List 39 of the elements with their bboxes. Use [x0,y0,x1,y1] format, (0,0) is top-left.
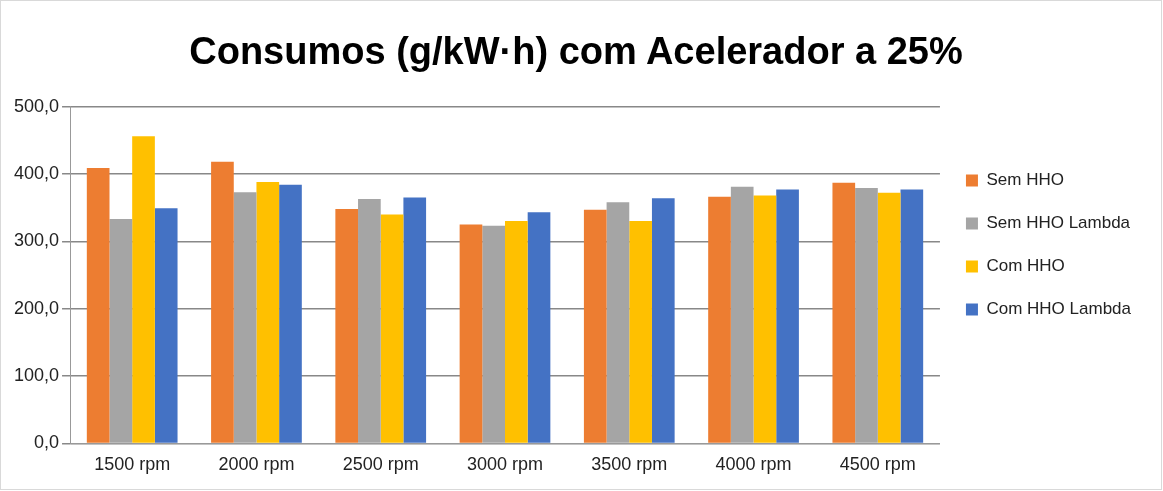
chart-title: Consumos (g/kW·h) com Acelerador a 25% [189,30,963,73]
x-tick-label: 1500 rpm [94,454,171,475]
bar [459,224,483,443]
legend-label: Com HHO Lambda [986,299,1132,319]
bar [403,197,427,443]
x-tick-label: 3000 rpm [466,454,544,475]
y-tick-label: 0,0 [34,432,60,453]
y-tick-label: 500,0 [14,95,60,116]
bar [154,208,178,443]
bar [629,221,652,443]
bar [505,221,528,443]
bar [335,208,359,443]
bar [583,209,607,443]
x-tick-label: 2000 rpm [218,454,295,475]
bar [380,214,404,443]
bar [132,136,155,443]
bar [256,182,280,443]
x-tick-label: 4000 rpm [715,454,792,475]
bar [832,182,856,443]
bar [527,212,551,443]
legend-label: Com HHO [986,256,1065,276]
bar [279,184,302,443]
legend-label: Sem HHO Lambda [986,213,1131,233]
y-tick-label: 400,0 [14,162,60,183]
bar [86,167,110,443]
y-tick-label: 100,0 [14,365,60,386]
x-tick-label: 4500 rpm [839,454,916,475]
bar [900,189,924,443]
bar [651,198,675,443]
y-tick-label: 200,0 [14,297,60,318]
bar [776,189,799,443]
y-tick-label: 300,0 [14,230,60,251]
x-tick-label: 2500 rpm [342,454,419,475]
bar [877,192,901,443]
legend-label: Sem HHO [986,170,1064,190]
bar [211,161,234,443]
x-tick-label: 3500 rpm [591,454,668,475]
bar [708,196,731,443]
bar [753,195,777,443]
